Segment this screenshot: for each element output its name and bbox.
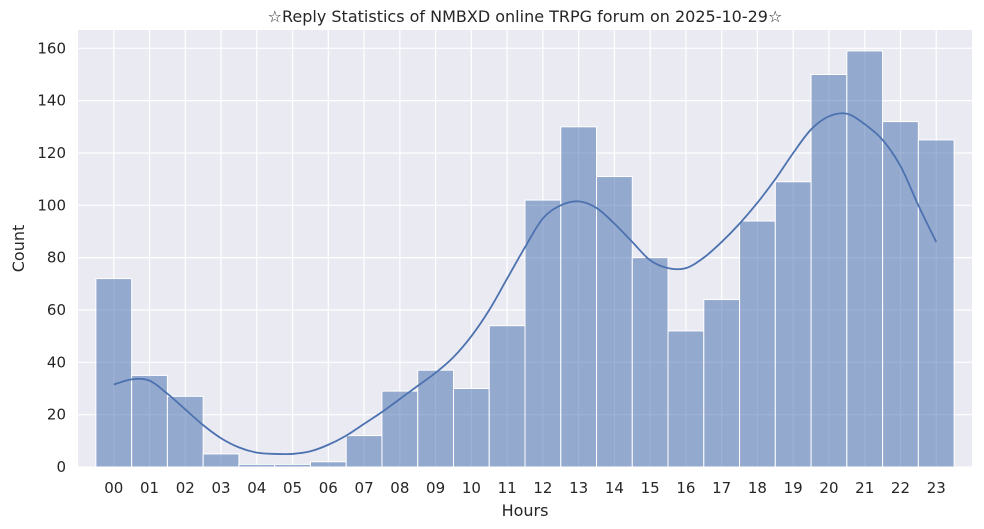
x-tick-label: 21: [855, 479, 874, 497]
bar-13: [560, 126, 598, 468]
y-tick-label: 0: [56, 458, 66, 476]
x-tick-label: 06: [319, 479, 338, 497]
x-tick-label: 18: [748, 479, 767, 497]
bar-03: [202, 453, 240, 468]
x-tick-label: 08: [390, 479, 409, 497]
y-tick-label: 40: [47, 353, 66, 371]
bar-14: [596, 176, 633, 468]
x-tick-label: 10: [462, 479, 481, 497]
bar-19: [774, 181, 812, 468]
bar-21: [846, 50, 884, 468]
bar-15: [631, 257, 669, 468]
x-tick-label: 00: [104, 479, 123, 497]
y-tick-label: 100: [37, 196, 66, 214]
bar-18: [739, 220, 776, 468]
chart-title: ☆Reply Statistics of NMBXD online TRPG f…: [268, 7, 783, 26]
bar-11: [488, 325, 526, 468]
bar-06: [309, 461, 347, 468]
y-tick-label: 160: [37, 39, 66, 57]
x-tick-label: 13: [569, 479, 588, 497]
x-tick-label: 17: [712, 479, 731, 497]
x-tick-label: 02: [176, 479, 195, 497]
bar-22: [882, 121, 919, 468]
y-axis-label: Count: [9, 225, 28, 273]
bar-07: [345, 435, 383, 468]
y-tick-label: 80: [47, 249, 66, 267]
bar-04: [238, 463, 276, 468]
y-tick-label: 60: [47, 301, 66, 319]
x-axis-label: Hours: [502, 501, 549, 520]
x-tick-label: 05: [283, 479, 302, 497]
x-tick-label: 22: [891, 479, 910, 497]
y-tick-label: 20: [47, 406, 66, 424]
bar-02: [166, 395, 204, 468]
bar-17: [703, 299, 741, 468]
x-tick-label: 14: [605, 479, 624, 497]
bar-05: [274, 463, 311, 468]
x-tick-label: 12: [533, 479, 552, 497]
bar-01: [131, 374, 168, 468]
bar-10: [452, 387, 490, 468]
bar-16: [667, 330, 705, 468]
y-tick-label: 140: [37, 92, 66, 110]
bar-12: [524, 199, 562, 468]
bar-09: [417, 369, 454, 468]
y-tick-labels: 0 20 40 60 80 100 120 140 160: [37, 39, 66, 476]
x-tick-label: 03: [211, 479, 230, 497]
x-tick-label: 01: [140, 479, 159, 497]
x-tick-label: 07: [355, 479, 374, 497]
x-tick-label: 20: [819, 479, 838, 497]
x-tick-label: 23: [927, 479, 946, 497]
x-tick-label: 15: [641, 479, 660, 497]
bar-00: [95, 278, 133, 468]
x-tick-label: 11: [498, 479, 517, 497]
bar-23: [917, 139, 955, 468]
x-tick-labels: 00 01 02 03 04 05 06 07 08 09 10 11 12 13 14 15 16 17 18 19…: [104, 479, 946, 497]
bars: [95, 50, 955, 468]
x-tick-label: 09: [426, 479, 445, 497]
y-tick-label: 120: [37, 144, 66, 162]
bar-08: [381, 390, 419, 468]
x-tick-label: 19: [784, 479, 803, 497]
kde-curve: [113, 112, 938, 456]
x-tick-label: 16: [676, 479, 695, 497]
x-tick-label: 04: [247, 479, 266, 497]
bar-20: [810, 73, 848, 468]
